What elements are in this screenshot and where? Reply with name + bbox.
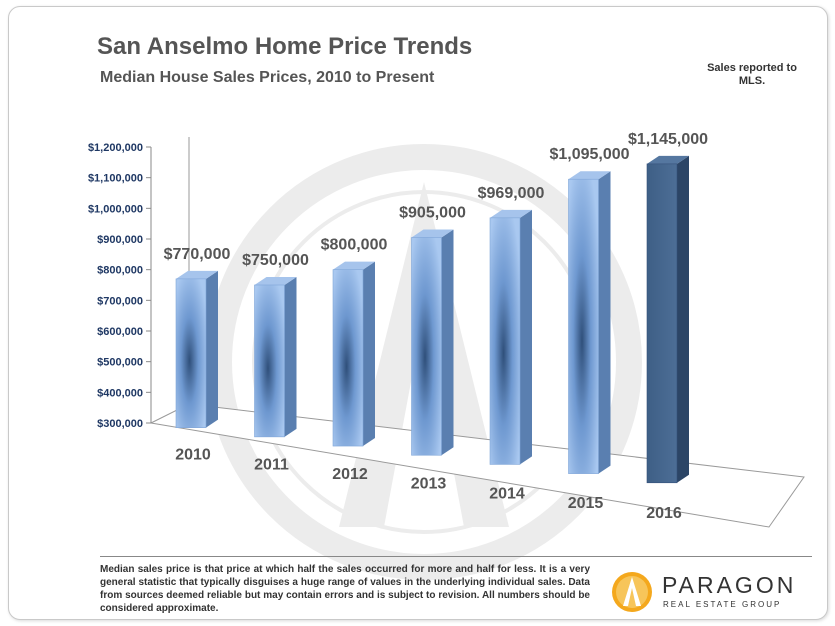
page-subtitle: Median House Sales Prices, 2010 to Prese… <box>100 69 435 86</box>
footnote: Median sales price is that price at whic… <box>100 564 590 614</box>
bar-top <box>647 155 689 164</box>
bar-front <box>411 237 442 456</box>
bar <box>568 171 611 474</box>
bar-side <box>284 277 297 437</box>
y-tick-label: $1,000,000 <box>88 203 143 215</box>
x-tick-label: 2012 <box>332 466 368 483</box>
x-tick-label: 2016 <box>646 505 682 522</box>
data-label: $969,000 <box>478 185 545 202</box>
bar <box>175 270 218 428</box>
data-label: $1,145,000 <box>628 131 708 148</box>
bar <box>489 209 532 465</box>
bar-series: $770,000 $750,000 $800,000 $905,000 $969,000… <box>164 131 708 484</box>
x-tick-label: 2015 <box>568 495 604 512</box>
bar-front <box>254 284 285 438</box>
bar-side <box>206 270 218 428</box>
y-tick-label: $400,000 <box>97 387 143 399</box>
y-tick-label: $1,200,000 <box>88 142 143 154</box>
bar-side <box>441 229 454 456</box>
bar-front <box>175 278 207 428</box>
y-tick-label: $1,100,000 <box>88 173 143 185</box>
x-axis: 2010 2011 2012 2013 2014 2015 2016 <box>175 447 682 522</box>
bar-front <box>332 269 364 447</box>
chart-card: $300,000 $400,000 $500,000 $600,000 $700,000… <box>8 6 828 620</box>
page-title: San Anselmo Home Price Trends <box>97 33 473 60</box>
y-axis: $300,000 $400,000 $500,000 $600,000 $700,000… <box>88 142 152 430</box>
bar-front <box>646 163 678 484</box>
bar-chart: $300,000 $400,000 $500,000 $600,000 $700,000… <box>88 131 805 580</box>
y-tick-label: $500,000 <box>97 357 143 369</box>
data-label: $905,000 <box>399 204 466 221</box>
bar-side <box>677 155 689 483</box>
x-tick-label: 2013 <box>411 476 447 493</box>
x-tick-label: 2010 <box>175 447 211 464</box>
data-label: $800,000 <box>321 237 388 254</box>
y-tick-label: $700,000 <box>97 295 143 307</box>
bar <box>411 229 454 456</box>
bar-top <box>254 277 297 285</box>
bar-top <box>411 229 454 238</box>
bar-front <box>489 217 521 465</box>
data-label: $1,095,000 <box>549 146 629 163</box>
x-tick-label: 2011 <box>254 456 289 473</box>
data-label: $770,000 <box>164 246 231 263</box>
bar <box>332 261 375 447</box>
x-tick-label: 2014 <box>489 485 525 502</box>
y-tick-label: $300,000 <box>97 418 143 430</box>
bar-top <box>490 209 532 218</box>
logo-tagline: REAL ESTATE GROUP <box>663 600 782 609</box>
bar <box>254 277 297 438</box>
y-tick-label: $900,000 <box>97 234 143 246</box>
data-label: $750,000 <box>242 252 309 269</box>
source-note: Sales reported to MLS. <box>707 62 797 87</box>
logo-name: PARAGON <box>662 572 797 598</box>
y-tick-label: $600,000 <box>97 326 143 338</box>
bar-top <box>333 261 375 270</box>
bar-side <box>363 261 375 447</box>
bar-side <box>520 209 532 465</box>
paragon-peak-logo-icon <box>612 572 652 612</box>
y-tick-label: $800,000 <box>97 265 143 277</box>
bar-top <box>568 171 611 180</box>
bar-side <box>598 171 611 474</box>
bar <box>646 155 689 484</box>
bar-top <box>176 270 218 279</box>
bar-front <box>568 178 599 474</box>
paragon-logo: PARAGON REAL ESTATE GROUP <box>610 570 820 615</box>
footer-divider <box>100 556 812 557</box>
